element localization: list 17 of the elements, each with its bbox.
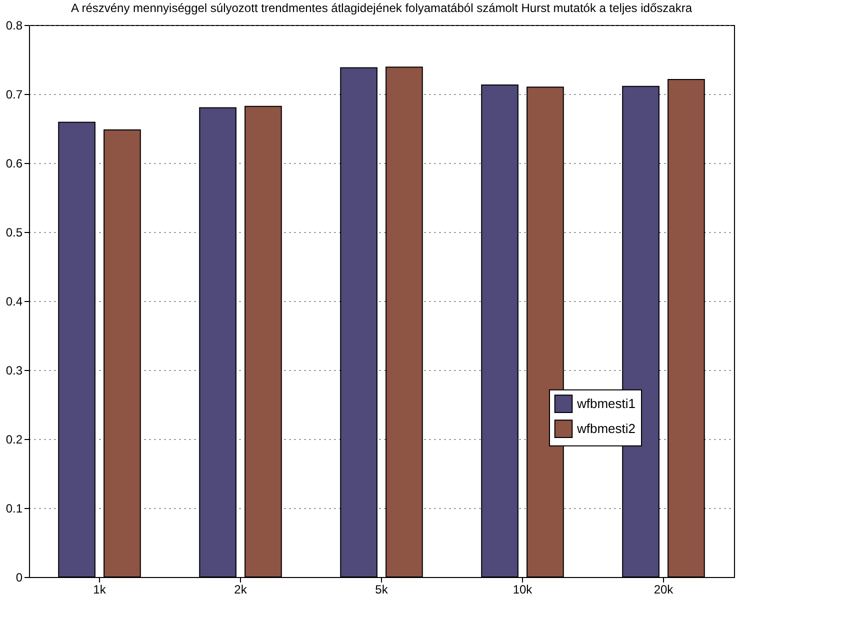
legend-label: wfbmesti1 bbox=[576, 396, 636, 411]
y-tick-label: 0.3 bbox=[6, 364, 23, 378]
x-tick-label: 10k bbox=[512, 582, 534, 596]
y-tick-label: 0.5 bbox=[6, 226, 23, 240]
x-tick-label: 5k bbox=[375, 582, 389, 596]
x-tick-label: 20k bbox=[654, 582, 674, 596]
x-tick-label: 2k bbox=[234, 582, 248, 596]
y-tick-label: 0.1 bbox=[6, 502, 23, 516]
y-tick-label: 0.4 bbox=[6, 294, 23, 308]
y-tick-label: 0.2 bbox=[6, 432, 23, 446]
y-tick-label: 0.6 bbox=[6, 156, 23, 170]
chart-title: A részvény mennyiséggel súlyozott trendmentes átlagidejének folyamatából számolt Hurst mutatók a teljes időszakra bbox=[71, 1, 692, 15]
y-tick-label: 0 bbox=[16, 570, 23, 584]
y-tick-label: 0.8 bbox=[6, 18, 23, 32]
legend-label: wfbmesti2 bbox=[576, 420, 636, 436]
y-tick-label: 0.7 bbox=[6, 88, 23, 102]
x-tick-label: 1k bbox=[93, 582, 107, 596]
